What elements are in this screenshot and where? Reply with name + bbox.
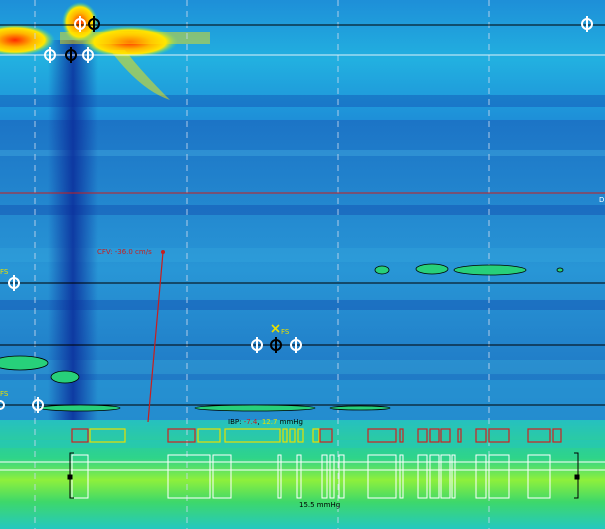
scale-label: 15.5 mmHg: [299, 501, 341, 509]
cursor-circle-icon[interactable]: [74, 16, 86, 32]
cfv-pointer-line: [147, 251, 164, 423]
baselines: [0, 24, 605, 471]
ibp-label: IBP: -7.4, 12.7 mmHg: [228, 418, 303, 426]
fs-label-middle: FS: [281, 328, 290, 336]
event-row-white: [71, 454, 551, 499]
scale-bracket-left: [67, 452, 74, 499]
ibp-value-2: 12.7: [261, 418, 278, 426]
cursor-circle-icon[interactable]: [270, 337, 282, 353]
cursor-circle-icon[interactable]: [65, 47, 77, 63]
x-mark-icon[interactable]: [271, 324, 280, 333]
cursor-circle-icon[interactable]: [44, 47, 56, 63]
ibp-prefix: IBP:: [228, 418, 242, 426]
scale-bracket-right: [574, 452, 580, 499]
contour-blobs: [0, 263, 564, 412]
cursor-circle-icon[interactable]: [8, 275, 20, 291]
fs-label-left: FS: [0, 268, 9, 276]
band-top: [0, 0, 605, 120]
cursor-circle-icon[interactable]: [581, 16, 593, 32]
cursor-circle-icon[interactable]: [32, 397, 44, 413]
cursor-circle-icon[interactable]: [251, 337, 263, 353]
cursor-circle-icon[interactable]: [290, 337, 302, 353]
event-row-red: [71, 428, 562, 443]
ibp-value-1: -7.4: [243, 418, 258, 426]
dark-column: [48, 40, 98, 420]
cursor-circle-icon[interactable]: [82, 47, 94, 63]
cfv-pointer-dot: [161, 250, 165, 254]
ibp-unit: mmHg: [279, 418, 304, 426]
horizontal-stripes: [0, 95, 605, 448]
time-gridlines: [34, 0, 490, 529]
band-lower-cyan: [0, 380, 605, 420]
marker-d-label: D: [599, 196, 605, 204]
fs-label-lower: FS: [0, 390, 9, 398]
cursor-circle-icon[interactable]: [0, 400, 5, 410]
cfv-label: CFV: -36.0 cm/s: [97, 248, 152, 256]
ibp-separator: ,: [257, 418, 260, 426]
cursor-circle-icon[interactable]: [88, 16, 100, 32]
